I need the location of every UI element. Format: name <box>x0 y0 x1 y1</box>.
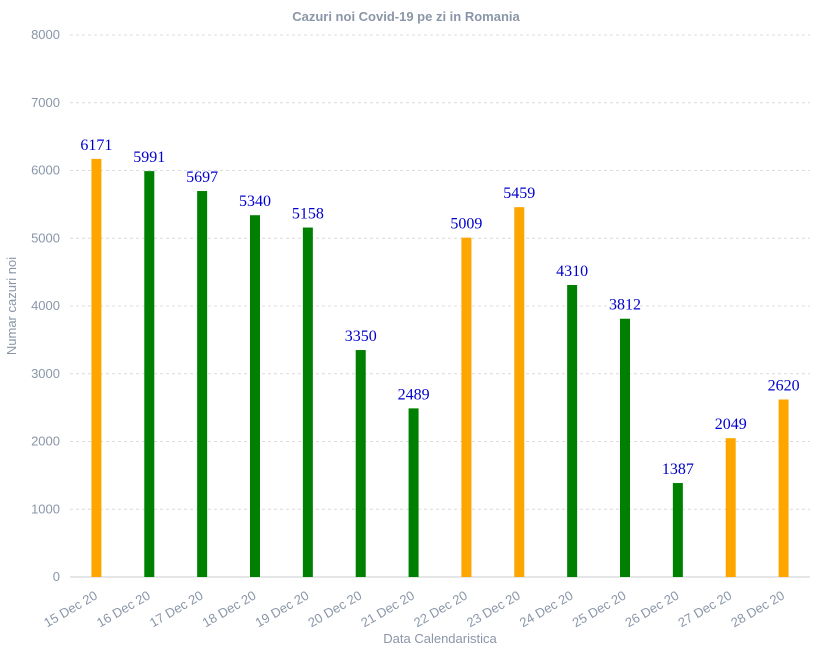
y-tick-label: 5000 <box>31 230 60 245</box>
x-tick-label: 26 Dec 20 <box>623 588 682 631</box>
y-tick-label: 3000 <box>31 366 60 381</box>
y-tick-label: 2000 <box>31 434 60 449</box>
x-tick-label: 16 Dec 20 <box>94 588 153 631</box>
bar <box>620 318 630 577</box>
chart-title: Cazuri noi Covid-19 pe zi in Romania <box>292 9 520 24</box>
bar <box>672 483 683 577</box>
data-label: 5991 <box>133 149 165 166</box>
x-tick-label: 15 Dec 20 <box>41 588 100 631</box>
data-label: 5340 <box>239 193 271 210</box>
data-label: 5697 <box>186 169 218 186</box>
bar <box>461 237 472 577</box>
x-axis-label: Data Calendaristica <box>383 631 497 646</box>
bar <box>144 171 155 578</box>
data-label: 2049 <box>715 416 747 433</box>
x-tick-label: 25 Dec 20 <box>570 588 629 631</box>
data-label: 5459 <box>503 185 535 202</box>
x-tick-label: 18 Dec 20 <box>200 588 259 631</box>
bar <box>514 207 525 577</box>
bar <box>197 191 208 577</box>
y-tick-label: 0 <box>53 569 60 584</box>
y-axis-label: Numar cazuri noi <box>4 257 19 355</box>
y-tick-label: 4000 <box>31 298 60 313</box>
gridlines <box>70 34 810 510</box>
data-label: 1387 <box>662 461 694 478</box>
bar <box>725 438 736 577</box>
data-label: 4310 <box>556 263 588 280</box>
bar <box>91 158 102 578</box>
data-label: 3812 <box>609 297 641 314</box>
y-axis: 0 1000 2000 3000 4000 5000 6000 7000 8000 <box>31 27 60 584</box>
bar <box>355 350 366 577</box>
data-labels: 6171 5991 5697 5340 5158 3350 2489 5009 5459 4310… <box>80 137 799 478</box>
x-tick-label: 20 Dec 20 <box>305 588 364 631</box>
x-tick-label: 24 Dec 20 <box>517 588 576 631</box>
x-tick-label: 23 Dec 20 <box>464 588 523 631</box>
y-tick-label: 1000 <box>31 501 60 516</box>
x-tick-label: 21 Dec 20 <box>358 588 417 631</box>
data-label: 2620 <box>768 377 800 394</box>
x-tick-label: 27 Dec 20 <box>675 588 734 631</box>
y-tick-label: 8000 <box>31 27 60 42</box>
data-label: 3350 <box>345 328 377 345</box>
bar <box>778 399 789 577</box>
x-tick-label: 22 Dec 20 <box>411 588 470 631</box>
bars <box>91 158 789 578</box>
data-label: 5009 <box>450 216 482 233</box>
bar <box>250 215 260 577</box>
x-tick-label: 17 Dec 20 <box>147 588 206 631</box>
y-tick-label: 6000 <box>31 163 60 178</box>
bar <box>408 408 419 577</box>
data-label: 5158 <box>292 206 324 223</box>
y-tick-label: 7000 <box>31 95 60 110</box>
x-tick-label: 19 Dec 20 <box>253 588 312 631</box>
bar <box>302 227 313 577</box>
bar <box>567 284 578 577</box>
data-label: 2489 <box>398 386 430 403</box>
x-tick-label: 28 Dec 20 <box>728 588 787 631</box>
data-label: 6171 <box>80 137 112 154</box>
